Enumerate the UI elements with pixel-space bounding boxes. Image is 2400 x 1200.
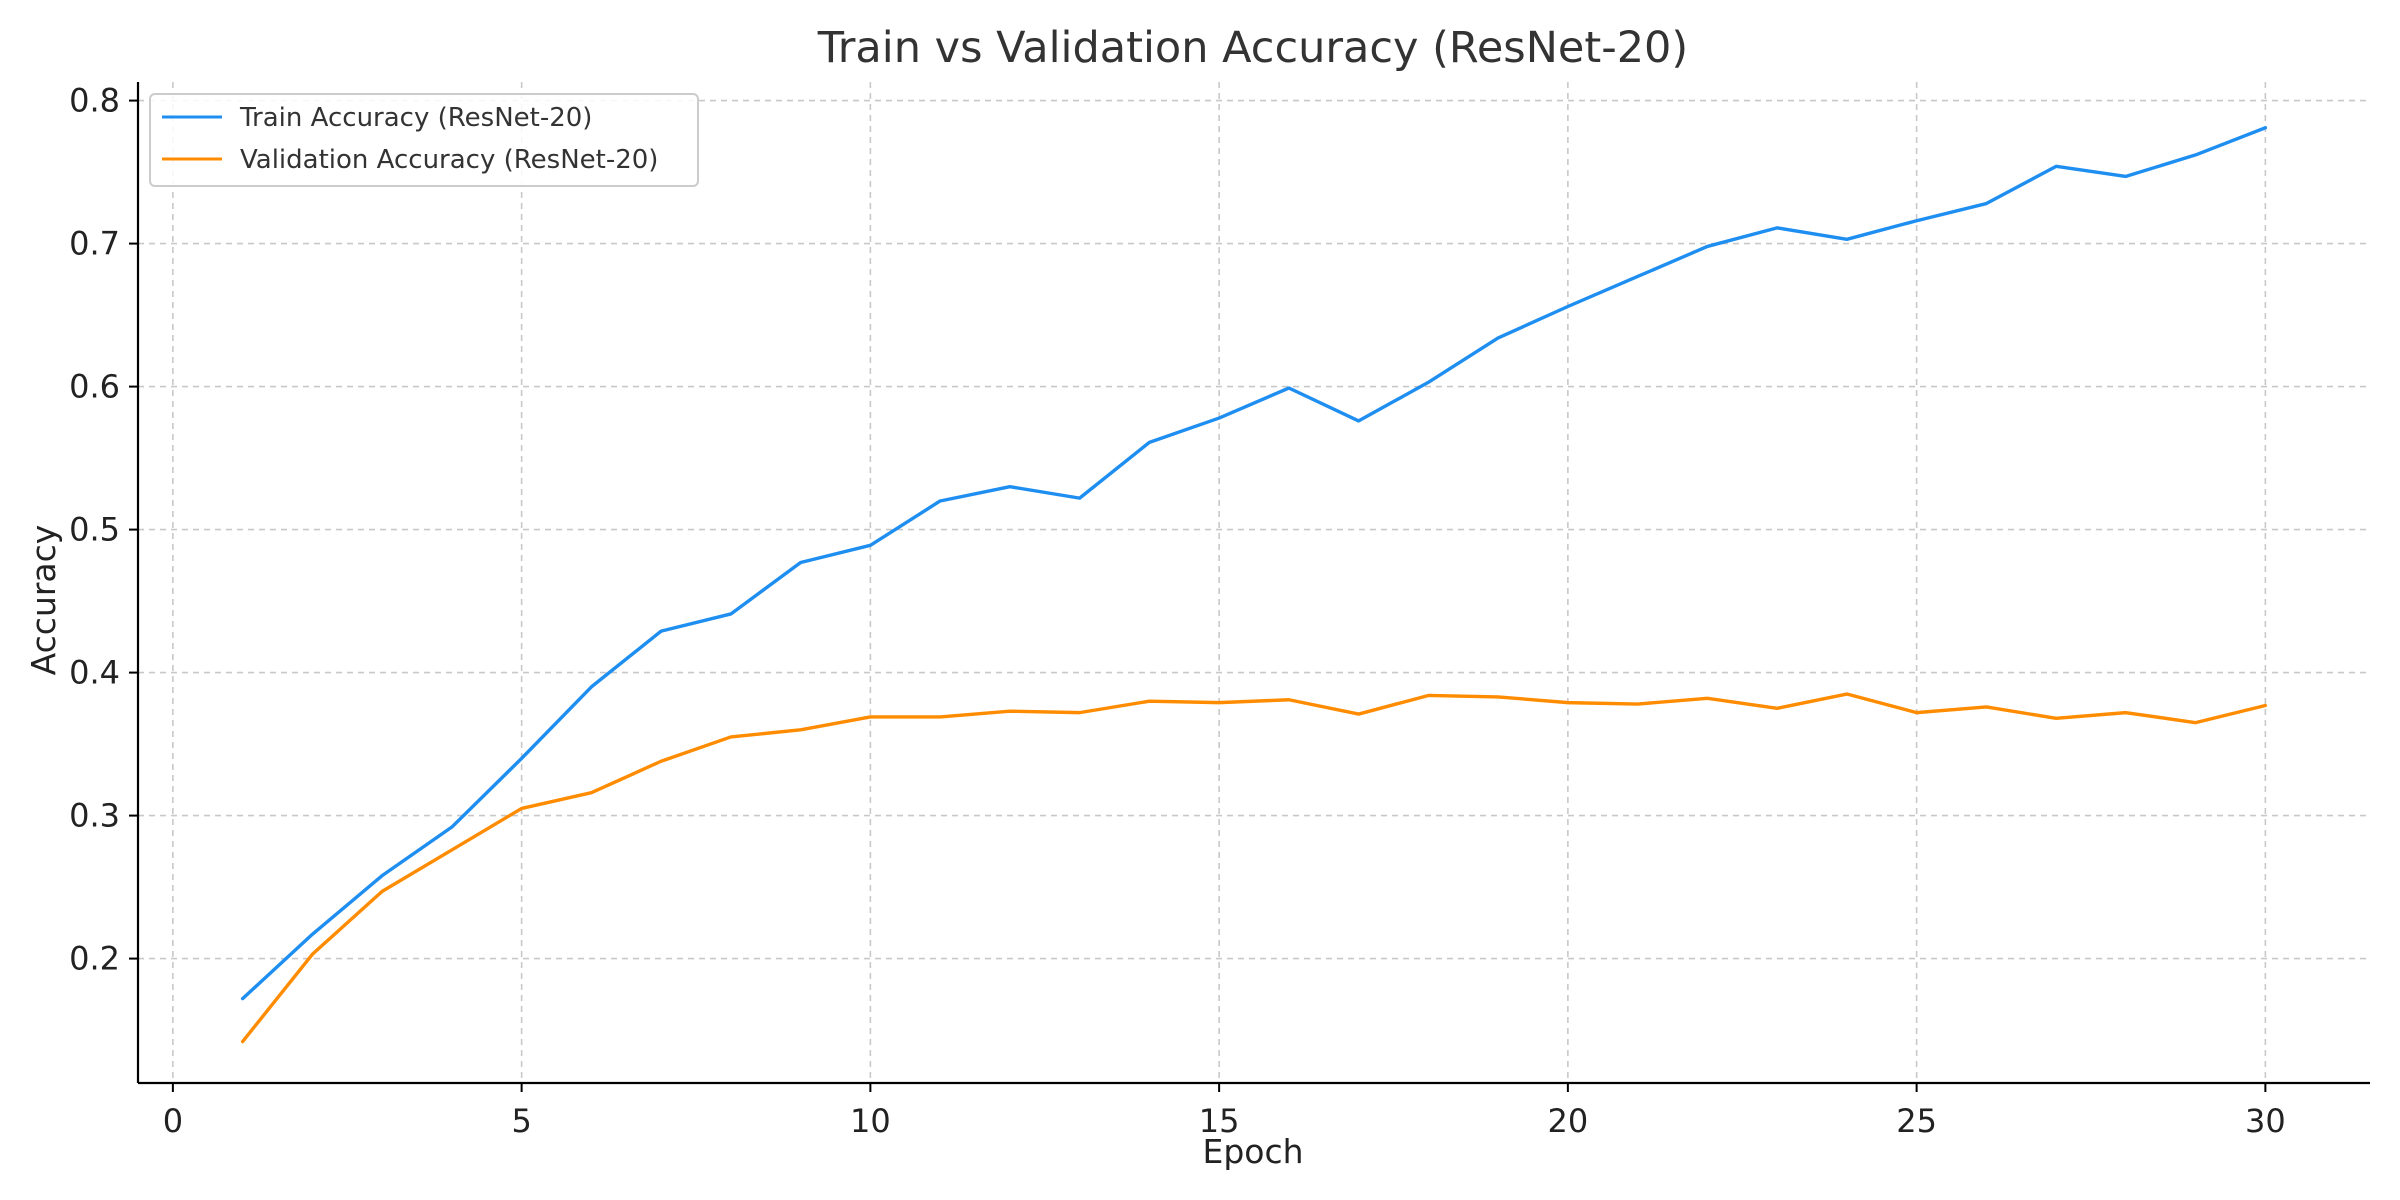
series-line-validation <box>240 692 2268 1044</box>
x-tick-label: 30 <box>2245 1102 2286 1140</box>
legend-label-validation: Validation Accuracy (ResNet-20) <box>240 145 658 175</box>
x-axis-label: Epoch <box>1202 1132 1303 1171</box>
y-tick-label: 0.2 <box>69 940 120 978</box>
y-axis-label: Accuracy <box>24 525 63 676</box>
y-tick-label: 0.4 <box>69 654 120 692</box>
legend: Train Accuracy (ResNet-20) Validation Ac… <box>149 93 699 187</box>
ticks-layer: 0 5 10 15 20 25 30 0.2 0.3 0.4 0.5 0.6 0.7 0.8 <box>69 82 2286 1140</box>
y-tick-label: 0.5 <box>69 511 120 549</box>
grid-layer <box>138 82 2370 1083</box>
x-tick-label: 20 <box>1548 1102 1589 1140</box>
x-tick-label: 10 <box>850 1102 891 1140</box>
x-tick-label: 25 <box>1896 1102 1937 1140</box>
y-tick-label: 0.3 <box>69 797 120 835</box>
y-tick-label: 0.8 <box>69 82 120 120</box>
chart-title: Train vs Validation Accuracy (ResNet-20) <box>817 23 1688 73</box>
series-layer <box>240 126 2268 1044</box>
x-tick-label: 15 <box>1199 1102 1240 1140</box>
y-tick-label: 0.6 <box>69 368 120 406</box>
legend-box <box>149 93 699 187</box>
x-tick-label: 5 <box>511 1102 531 1140</box>
axes-layer <box>136 82 2370 1085</box>
series-line-train <box>240 126 2268 1001</box>
y-tick-label: 0.7 <box>69 225 120 263</box>
legend-label-train: Train Accuracy (ResNet-20) <box>239 103 592 133</box>
x-tick-label: 0 <box>163 1102 183 1140</box>
